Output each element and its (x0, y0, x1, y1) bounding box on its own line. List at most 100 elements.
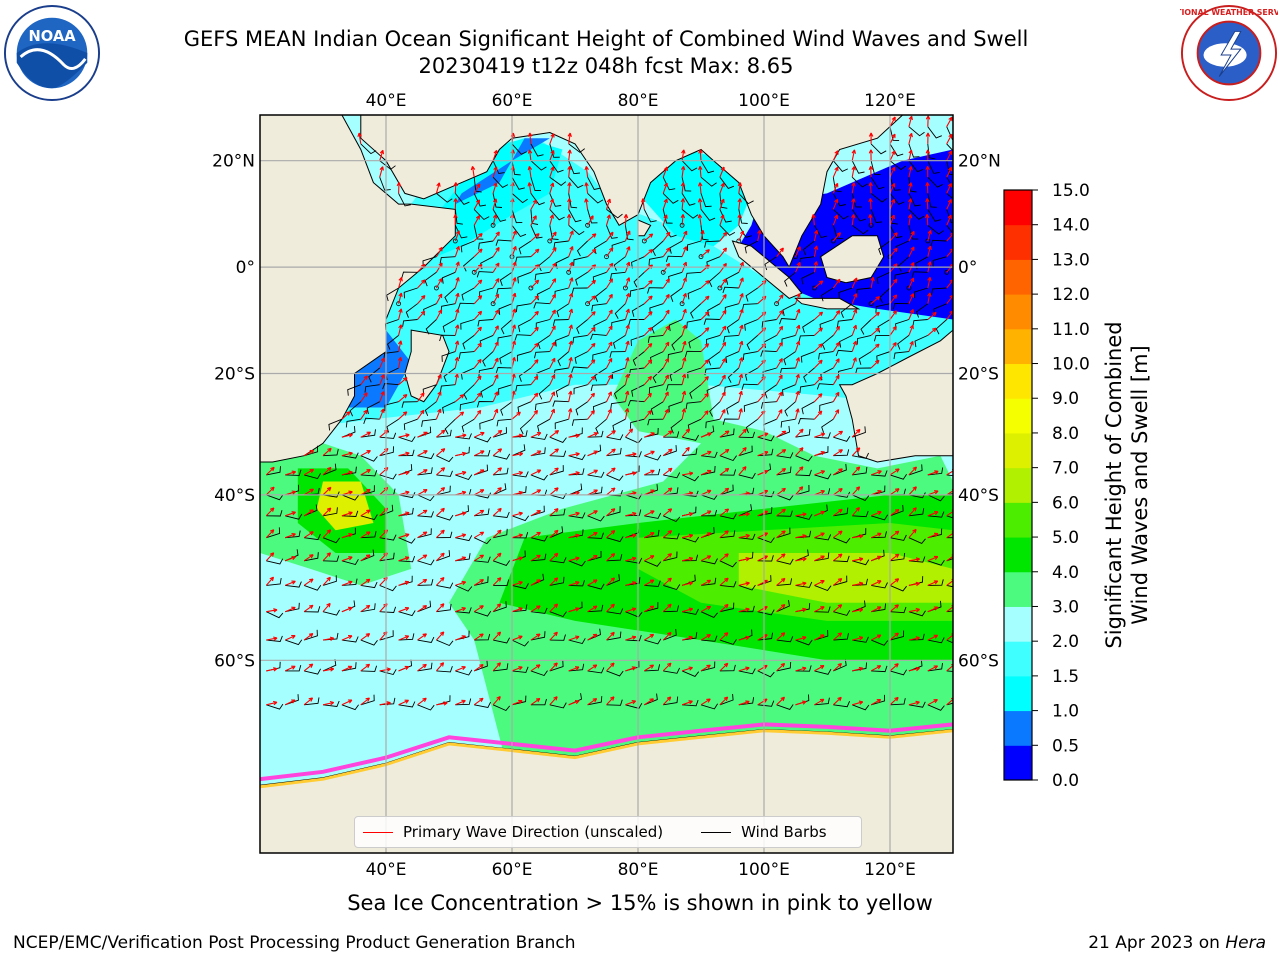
wind-barb (908, 126, 925, 137)
wave-direction-arrow (606, 341, 613, 352)
wind-barb (587, 515, 605, 522)
wind-barb (549, 160, 564, 173)
wind-barb (511, 160, 521, 176)
wind-barb (647, 287, 664, 294)
wave-direction-arrow (776, 325, 784, 336)
wind-barb (625, 509, 642, 517)
wind-barb (417, 426, 432, 438)
wind-barb (647, 334, 664, 343)
wave-direction-arrow (417, 392, 425, 403)
wind-barb (671, 335, 683, 351)
wind-barb (587, 209, 598, 224)
wave-direction-arrow (530, 295, 540, 305)
wind-barb (757, 700, 775, 707)
wave-direction-arrow (606, 391, 612, 402)
wave-direction-arrow (606, 278, 614, 289)
wave-direction-arrow (530, 359, 539, 369)
wave-direction-arrow (851, 277, 858, 289)
wind-barb (738, 193, 754, 205)
wind-barb (606, 554, 623, 562)
wave-direction-arrow (417, 310, 426, 320)
wind-barb (630, 418, 645, 429)
wind-barb (663, 533, 680, 540)
colorbar-segment (1004, 571, 1032, 607)
wind-barb (700, 176, 717, 187)
wave-direction-arrow (511, 635, 523, 641)
wave-direction-arrow (587, 295, 596, 305)
wind-barb (682, 554, 699, 562)
wind-barb (455, 607, 472, 614)
wave-direction-arrow (813, 393, 823, 403)
wind-barb (852, 704, 870, 711)
wave-direction-arrow (738, 324, 744, 336)
wave-direction-arrow (322, 576, 331, 586)
wave-direction-arrow (700, 579, 712, 586)
wind-barb (590, 333, 607, 340)
nws-logo-text: NATIONAL WEATHER SERVICE (1180, 8, 1278, 17)
wind-barb (632, 351, 645, 366)
wind-barb (478, 367, 494, 377)
wave-direction-arrow (681, 666, 693, 672)
wind-barb (689, 384, 702, 399)
wind-barb (572, 334, 588, 344)
wave-direction-arrow (795, 447, 804, 457)
wind-barb (379, 432, 397, 439)
colorbar-tick-label: 9.0 (1052, 389, 1079, 409)
wave-direction-arrow (644, 633, 655, 641)
wind-barb (782, 384, 796, 396)
wave-direction-arrow (908, 198, 913, 210)
wave-direction-arrow (814, 311, 824, 320)
wind-barb (681, 670, 700, 677)
wave-direction-arrow (265, 576, 275, 586)
wave-direction-arrow (360, 697, 370, 706)
wave-direction-arrow (360, 509, 371, 517)
wave-direction-arrow (644, 450, 655, 457)
wind-barb (644, 560, 662, 567)
wind-barb (549, 176, 567, 186)
wind-barb (852, 600, 866, 613)
wind-barb (776, 600, 790, 613)
wave-direction-arrow (624, 357, 630, 369)
national-weather-service-logo-icon: NATIONAL WEATHER SERVICE (1180, 4, 1278, 102)
wind-barb (500, 401, 513, 416)
wind-barb (776, 494, 794, 501)
wind-barb (719, 209, 732, 223)
colorbar-segment (1004, 224, 1032, 260)
wave-direction-arrow (719, 603, 729, 613)
wind-barb (492, 704, 511, 712)
wind-barb (303, 473, 321, 480)
wind-barb (364, 384, 380, 393)
wind-barb (304, 533, 321, 541)
wave-direction-arrow (568, 277, 574, 289)
wave-direction-arrow (549, 278, 557, 289)
wave-direction-arrow (473, 489, 485, 496)
wind-barb (436, 193, 453, 203)
wave-direction-arrow (398, 292, 403, 304)
wind-barb (405, 303, 418, 318)
wave-direction-arrow (814, 376, 823, 386)
wave-direction-arrow (473, 215, 480, 226)
wave-direction-arrow (322, 636, 335, 641)
wind-barb (568, 176, 584, 189)
wave-direction-arrow (492, 231, 500, 242)
wave-direction-arrow (566, 214, 572, 226)
wave-direction-arrow (662, 487, 673, 496)
wind-barb (946, 160, 953, 176)
wind-barb (908, 701, 926, 708)
wave-direction-arrow (360, 578, 371, 586)
wave-direction-arrow (549, 309, 556, 320)
wave-direction-arrow (265, 552, 275, 562)
wave-direction-arrow (870, 296, 881, 305)
colorbar-tick-label: 11.0 (1052, 320, 1090, 340)
wind-barb (303, 504, 318, 517)
wave-direction-arrow (530, 554, 541, 562)
wave-direction-arrow (719, 467, 730, 476)
wind-barb (784, 401, 796, 417)
wind-barb (858, 351, 872, 365)
wind-barb (530, 631, 546, 641)
wind-barb (398, 436, 416, 443)
colorbar-label-text: Significant Height of Combined Wind Waves… (1102, 321, 1152, 649)
wind-barb (493, 528, 508, 539)
wave-direction-arrow (492, 529, 502, 539)
wave-direction-arrow (454, 373, 459, 385)
